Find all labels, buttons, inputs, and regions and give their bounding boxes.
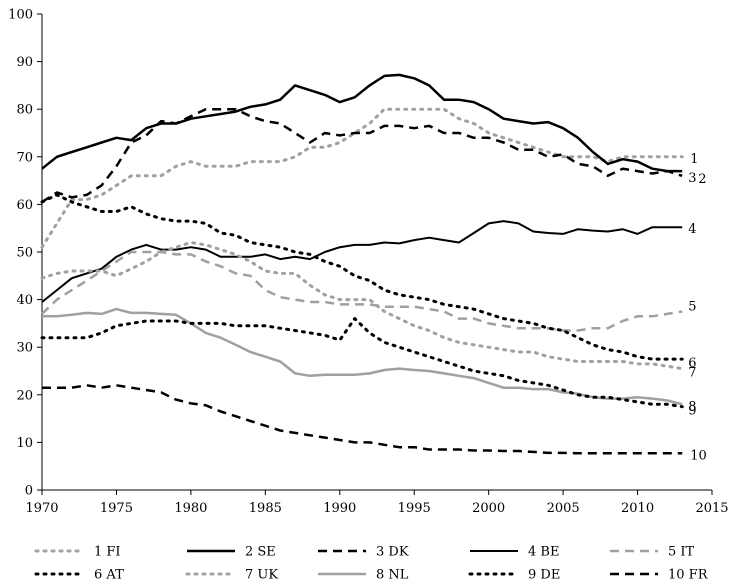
y-tick-label: 60 <box>16 198 33 213</box>
legend-label: 4 BE <box>528 545 559 560</box>
legend-item-4: 4 BE <box>470 545 559 560</box>
y-tick-label: 90 <box>16 55 33 70</box>
series-end-label-9: 9 <box>688 404 696 419</box>
chart-series <box>40 73 684 455</box>
series-end-label-8: 8 <box>688 399 696 414</box>
y-tick-label: 50 <box>16 246 33 261</box>
legend-item-10: 10 FR <box>610 568 709 583</box>
legend-item-2: 2 SE <box>187 545 276 560</box>
legend-label: 5 IT <box>668 545 695 560</box>
x-tick-label: 2000 <box>472 501 505 516</box>
x-tick-label: 2015 <box>695 501 728 516</box>
series-end-label-10: 10 <box>690 448 707 463</box>
legend-item-5: 5 IT <box>610 545 695 560</box>
x-tick-label: 2005 <box>547 501 580 516</box>
x-tick-label: 2010 <box>621 501 654 516</box>
x-tick-label: 1995 <box>398 501 431 516</box>
x-tick-label: 1990 <box>323 501 356 516</box>
legend-item-1: 1 FI <box>34 545 121 560</box>
legend-label: 1 FI <box>94 545 121 560</box>
series-end-label-7: 7 <box>688 366 696 381</box>
legend-label: 9 DE <box>528 568 560 583</box>
legend-item-8: 8 NL <box>318 568 409 583</box>
series-line-3 <box>41 107 683 204</box>
y-tick-label: 80 <box>16 103 33 118</box>
legend-label: 10 FR <box>668 568 709 583</box>
y-tick-label: 0 <box>25 484 33 499</box>
series-end-label-4: 4 <box>688 222 696 237</box>
series-line-6 <box>40 193 684 361</box>
series-line-8 <box>42 307 683 406</box>
chart-legend: 1 FI 2 SE 3 DK 4 BE 5 IT 6 AT 7 UK 8 NL 9 DE 10 F… <box>34 545 709 583</box>
y-tick-label: 100 <box>8 8 33 23</box>
series-end-label-5: 5 <box>688 300 696 315</box>
x-tick-label: 1980 <box>174 501 207 516</box>
y-tick-label: 30 <box>16 341 33 356</box>
legend-label: 8 NL <box>376 568 409 583</box>
series-line-4 <box>41 220 683 303</box>
series-line-5 <box>41 250 683 332</box>
legend-label: 2 SE <box>245 545 276 560</box>
legend-label: 7 UK <box>245 568 278 583</box>
series-end-label-3: 3 <box>688 171 696 186</box>
y-tick-label: 10 <box>16 436 33 451</box>
series-line-7 <box>40 241 684 371</box>
series-end-label-1: 1 <box>690 152 698 167</box>
x-tick-label: 1970 <box>25 501 58 516</box>
legend-label: 6 AT <box>94 568 124 583</box>
legend-item-6: 6 AT <box>34 568 124 583</box>
series-end-label-6: 6 <box>688 356 696 371</box>
x-tick-label: 1975 <box>100 501 133 516</box>
x-tick-label: 1985 <box>249 501 282 516</box>
series-line-2 <box>41 73 683 173</box>
y-tick-label: 70 <box>16 150 33 165</box>
y-tick-label: 40 <box>16 293 33 308</box>
series-end-label-2: 2 <box>698 172 706 187</box>
series-line-1 <box>40 107 684 249</box>
legend-item-3: 3 DK <box>318 545 409 560</box>
y-tick-label: 20 <box>16 388 33 403</box>
series-line-9 <box>40 317 684 409</box>
series-line-10 <box>42 384 683 455</box>
legend-item-9: 9 DE <box>468 568 560 583</box>
legend-label: 3 DK <box>376 545 409 560</box>
legend-item-7: 7 UK <box>185 568 278 583</box>
